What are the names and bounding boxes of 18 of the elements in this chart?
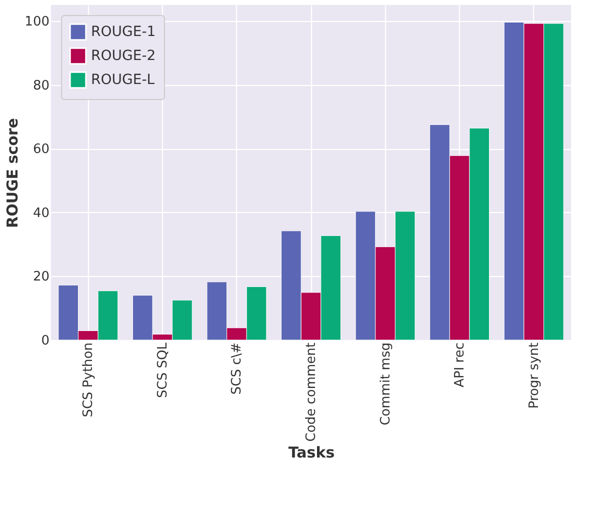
y-tick-label: 80 (32, 78, 50, 94)
x-tick-label: SCS SQL (155, 342, 170, 398)
y-tick-label: 100 (24, 14, 50, 30)
y-tick-label: 40 (32, 206, 50, 221)
legend-label: ROUGE-1 (91, 24, 156, 40)
y-tick-label: 20 (32, 270, 50, 285)
legend-label: ROUGE-L (91, 72, 155, 88)
y-axis-title: ROUGE score (4, 118, 22, 228)
y-tick-label: 0 (41, 334, 50, 348)
x-tick-label: SCS c\# (230, 342, 245, 395)
x-tick-label: Commit msg (378, 342, 394, 426)
x-tick-label: API rec (452, 342, 468, 388)
x-tick-label: Code comment (304, 342, 319, 442)
x-axis-title: Tasks (288, 444, 335, 462)
x-tick-label: SCS Python (81, 342, 96, 418)
y-tick-label: 60 (32, 142, 50, 158)
x-tick-label: Progr synt (526, 342, 542, 409)
legend-label: ROUGE-2 (91, 48, 156, 64)
